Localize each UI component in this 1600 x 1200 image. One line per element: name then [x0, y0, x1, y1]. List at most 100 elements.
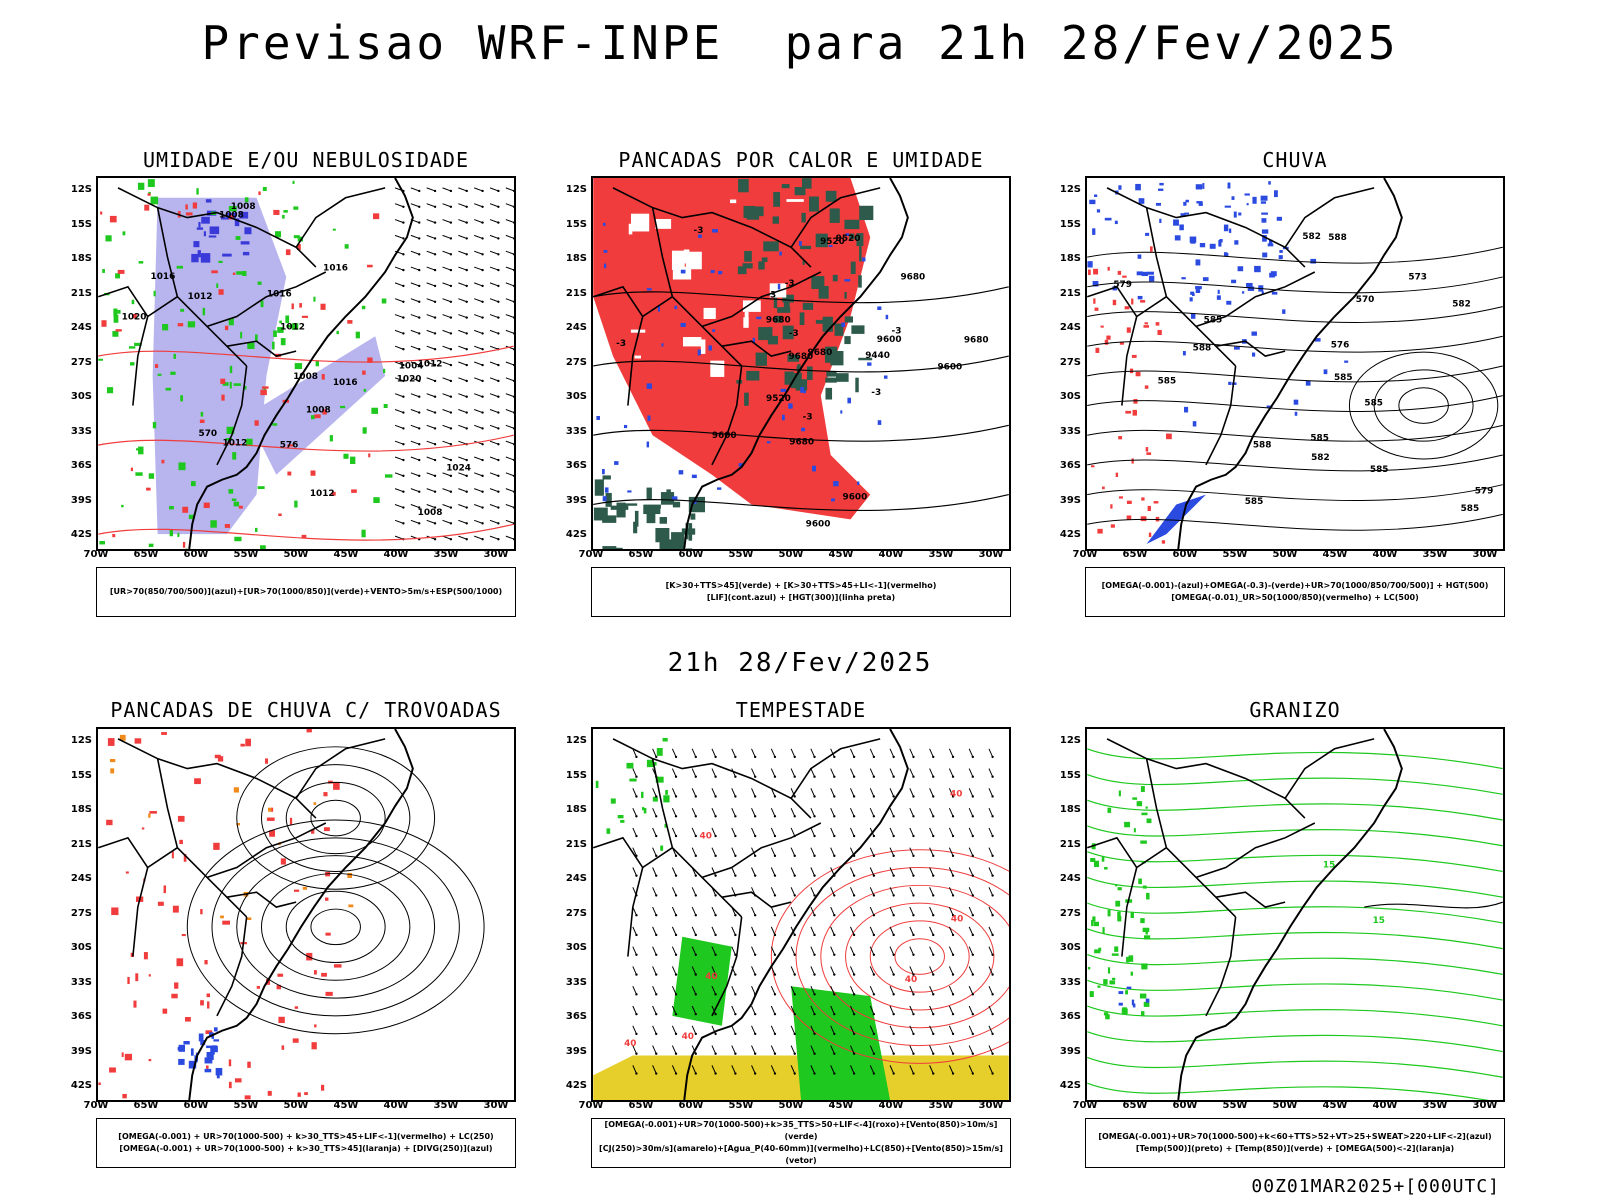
contour-label: 40	[682, 1032, 694, 1042]
contour-label: 1008	[231, 202, 256, 212]
lat-tick-label: 12S	[70, 735, 92, 746]
lon-tick-label: 35W	[1422, 1100, 1448, 1111]
lon-tick-label: 55W	[728, 1100, 754, 1111]
contour-label: 15	[1323, 860, 1335, 870]
contour-label: 576	[280, 441, 299, 451]
lat-tick-label: 12S	[565, 184, 587, 195]
map-pancadas-por-calor-e-umidade: 9600 9600 9680 9600 9680 9680 9680 9680 9680 9600…	[591, 176, 1011, 551]
lon-tick-label: 65W	[133, 1100, 159, 1111]
lat-tick-label: 15S	[1059, 769, 1081, 781]
contour-label: -3	[616, 339, 626, 349]
legend-line: [OMEGA(-0.001) + UR>70(1000-500) + k>30_…	[119, 1144, 493, 1153]
lat-tick-label: 24S	[1059, 873, 1081, 884]
contour-label: 1008	[418, 508, 443, 518]
lon-tick-label: 70W	[578, 549, 604, 560]
lat-tick-label: 15S	[565, 769, 587, 781]
legend-umidade-e-ou-nebulosidade: [UR>70(850/700/500)](azul)+[UR>70(1000/8…	[96, 567, 516, 617]
contour-label: 9600	[712, 431, 737, 441]
lon-tick-label: 40W	[878, 1100, 904, 1111]
lat-tick-label: 33S	[565, 976, 587, 988]
lon-tick-label: 45W	[1322, 549, 1348, 560]
lon-tick-label: 70W	[1072, 1100, 1098, 1111]
lat-tick-label: 15S	[1059, 218, 1081, 230]
lon-tick-label: 60W	[678, 549, 704, 560]
contour-label: 40	[705, 972, 717, 982]
lat-tick-label: 33S	[70, 976, 92, 988]
lon-tick-label: 55W	[233, 549, 259, 560]
lat-tick-label: 39S	[70, 494, 92, 506]
legend-granizo: [OMEGA(-0.001)+UR>70(1000-500)+k<60+TTS>…	[1085, 1118, 1505, 1168]
lon-tick-label: 60W	[1172, 1100, 1198, 1111]
contour-label: 1020	[122, 313, 147, 323]
lat-tick-label: 15S	[70, 769, 92, 781]
lat-tick-label: 24S	[1059, 322, 1081, 333]
legend-line: [K>30+TTS>45](verde) + [K>30+TTS>45+LI<-…	[665, 581, 937, 590]
contour-label: 9680	[808, 348, 833, 358]
lat-tick-label: 18S	[565, 253, 587, 264]
legend-line: [OMEGA(-0.001)-(azul)+OMEGA(-0.3)-(verde…	[1101, 581, 1489, 590]
contour-label: 573	[1408, 272, 1427, 282]
lat-tick-label: 36S	[1059, 1011, 1081, 1022]
lon-tick-label: 40W	[383, 549, 409, 560]
contour-label: 40	[905, 975, 917, 985]
lat-tick-label: 42S	[565, 529, 587, 540]
lat-tick-label: 42S	[70, 529, 92, 540]
map-field-pancadas-por-calor-e-umidade: 9600960096809600968096809680968096809600…	[593, 178, 1009, 549]
lat-tick-label: 21S	[70, 287, 92, 299]
lon-tick-label: 65W	[1122, 549, 1148, 560]
contour-label: 1008	[219, 210, 244, 220]
valid-time-label: 21h 28/Fev/2025	[667, 648, 933, 678]
lat-tick-label: 30S	[565, 391, 587, 402]
lat-tick-label: 36S	[1059, 460, 1081, 471]
lon-tick-label: 60W	[1172, 549, 1198, 560]
legend-line: [LIF](cont.azul) + [HGT(300)](linha pret…	[706, 593, 896, 602]
lon-tick-label: 30W	[483, 1100, 509, 1111]
contour-label: 582	[1311, 453, 1330, 463]
lon-tick-label: 50W	[778, 1100, 804, 1111]
contour-label: 9600	[806, 520, 831, 530]
lat-tick-label: 42S	[1059, 529, 1081, 540]
lat-tick-label: 27S	[1059, 907, 1081, 919]
contour-label: 40	[700, 831, 712, 841]
contour-label: -3	[789, 329, 799, 339]
contour-label: 9680	[964, 336, 989, 346]
contour-label: 9600	[843, 492, 868, 502]
contour-label: 1008	[293, 372, 318, 382]
lon-tick-label: 45W	[828, 1100, 854, 1111]
legend-line: [OMEGA(-0.001)+UR>70(1000-500)+k>35_TTS>…	[604, 1120, 998, 1141]
lat-tick-label: 39S	[1059, 1045, 1081, 1057]
lon-tick-label: 65W	[628, 1100, 654, 1111]
lon-tick-label: 40W	[1372, 1100, 1398, 1111]
lon-tick-label: 30W	[1472, 1100, 1498, 1111]
contour-label: 9680	[766, 316, 791, 326]
contour-label: 9520	[836, 234, 861, 244]
lon-tick-label: 35W	[928, 1100, 954, 1111]
map-field-tempestade: 40 40 40 40 40 40 40	[593, 729, 1009, 1100]
legend-chuva: [OMEGA(-0.001)-(azul)+OMEGA(-0.3)-(verde…	[1085, 567, 1505, 617]
contour-label: 585	[1158, 377, 1177, 387]
lat-tick-label: 36S	[565, 1011, 587, 1022]
lat-tick-label: 39S	[70, 1045, 92, 1057]
lon-tick-label: 70W	[1072, 549, 1098, 560]
lat-tick-label: 18S	[1059, 804, 1081, 815]
lon-tick-label: 30W	[978, 549, 1004, 560]
contour-label: 1004	[399, 361, 424, 371]
contour-label: 582	[1452, 299, 1471, 309]
lon-tick-label: 50W	[1272, 1100, 1298, 1111]
contour-label: 1012	[280, 322, 305, 332]
lat-tick-label: 39S	[565, 1045, 587, 1057]
contour-label: -3	[892, 326, 902, 336]
contour-label: 1008	[306, 406, 331, 416]
lon-tick-label: 55W	[1222, 1100, 1248, 1111]
lat-tick-label: 21S	[70, 838, 92, 850]
contour-label: 9680	[789, 438, 814, 448]
lat-tick-label: 33S	[1059, 425, 1081, 437]
contour-label: 1012	[188, 292, 213, 302]
lat-tick-label: 39S	[1059, 494, 1081, 506]
lon-tick-label: 65W	[133, 549, 159, 560]
contour-label: 40	[950, 790, 962, 800]
lat-tick-label: 36S	[565, 460, 587, 471]
lon-tick-label: 35W	[1422, 549, 1448, 560]
lat-tick-label: 30S	[70, 942, 92, 953]
contour-label: 9600	[877, 335, 902, 345]
